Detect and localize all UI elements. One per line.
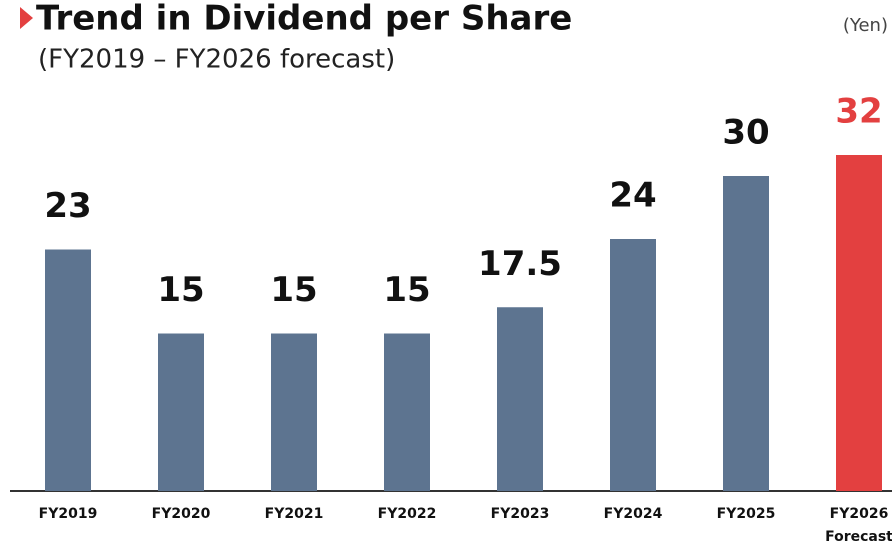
x-tick-label: FY2021 — [265, 506, 324, 522]
x-tick-label: FY2026 — [830, 506, 889, 522]
x-tick-label: FY2019 — [39, 506, 98, 522]
chart-subtitle: (FY2019 – FY2026 forecast) — [38, 45, 395, 75]
value-label: 15 — [383, 270, 430, 310]
bar — [45, 249, 91, 491]
x-tick-label: FY2025 — [717, 506, 776, 522]
value-label: 15 — [157, 270, 204, 310]
bar — [723, 176, 769, 491]
value-label: 23 — [44, 186, 91, 226]
title-marker — [20, 7, 33, 29]
bar — [836, 155, 882, 491]
unit-label: (Yen) — [843, 15, 888, 36]
bar — [271, 333, 317, 491]
value-label: 24 — [609, 176, 656, 216]
chart-title: Trend in Dividend per Share — [36, 0, 572, 39]
bar — [610, 239, 656, 491]
x-tick-label: FY2024 — [604, 506, 663, 522]
value-label: 17.5 — [478, 244, 562, 284]
x-tick-label: FY2020 — [152, 506, 211, 522]
bar — [384, 333, 430, 491]
value-label: 15 — [270, 270, 317, 310]
value-label: 32 — [835, 92, 882, 132]
bar — [497, 307, 543, 491]
value-label: 30 — [722, 113, 769, 153]
x-tick-label: FY2022 — [378, 506, 437, 522]
x-tick-note: Forecast — [825, 529, 892, 545]
bar — [158, 333, 204, 491]
x-tick-label: FY2023 — [491, 506, 550, 522]
